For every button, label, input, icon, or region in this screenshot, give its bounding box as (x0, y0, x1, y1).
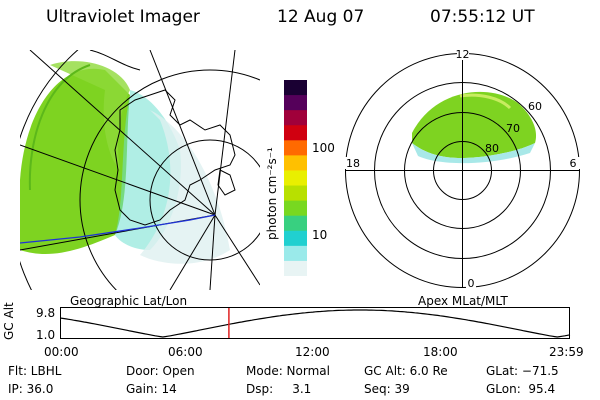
auroral-oval-bright (459, 93, 512, 110)
colorbar-stripe (284, 140, 307, 156)
polar-plot: 12 18 6 0 60 70 80 (344, 48, 580, 290)
timeline-xtick-1800: 18:00 (423, 345, 458, 359)
mlt-label-6: 6 (570, 157, 577, 170)
altitude-timeline (60, 307, 571, 339)
aurora-green-upper (50, 61, 130, 170)
colorbar-stripe (284, 230, 307, 247)
info-gain: Gain: 14 (126, 382, 177, 396)
info-gc-alt: GC Alt: 6.0 Re (364, 364, 448, 378)
coastline-island (217, 169, 236, 196)
timeline-xtick-1200: 12:00 (295, 345, 330, 359)
auroral-oval-cyan (412, 143, 535, 164)
mlt-label-12: 12 (456, 48, 470, 61)
timeline-ylabel: GC Alt (2, 302, 16, 340)
auroral-oval (412, 91, 537, 158)
timeline-xtick-0600: 06:00 (168, 345, 203, 359)
colorbar-unit: photon cm⁻²s⁻¹ (265, 147, 279, 240)
mlt-label-18: 18 (346, 157, 360, 170)
info-dsp: Dsp: 3.1 (246, 382, 312, 396)
colorbar-stripe (284, 125, 307, 141)
info-glon: GLon: 95.4 (486, 382, 556, 396)
mlat-label-80: 80 (485, 142, 499, 155)
timeline-ytick-bottom: 1.0 (36, 328, 56, 342)
colorbar-stripe (284, 260, 307, 277)
colorbar (284, 80, 307, 277)
instrument-title: Ultraviolet Imager (46, 7, 200, 27)
time-label: 07:55:12 UT (430, 7, 535, 27)
info-mode: Mode: Normal (246, 364, 330, 378)
colorbar-stripe (284, 95, 307, 111)
colorbar-stripe (284, 80, 307, 96)
colorbar-stripe (284, 245, 307, 262)
info-filter: Flt: LBHL (8, 364, 62, 378)
info-door: Door: Open (126, 364, 195, 378)
info-seq: Seq: 39 (364, 382, 410, 396)
lat-circle-mid (79, 69, 260, 290)
colorbar-stripe (284, 200, 307, 217)
coastline-north (89, 50, 141, 71)
info-glat: GLat: −71.5 (486, 364, 559, 378)
colorbar-stripe (284, 215, 307, 232)
mlat-label-70: 70 (506, 122, 520, 135)
timeline-frame (60, 307, 570, 339)
image-edge (28, 64, 91, 191)
colorbar-stripe (284, 110, 307, 126)
info-ip: IP: 36.0 (8, 382, 54, 396)
meridian-lines (20, 50, 260, 290)
colorbar-tick-100: 100 (312, 141, 335, 155)
timeline-xtick-0000: 00:00 (44, 345, 79, 359)
satellite-track (20, 214, 216, 244)
timeline-xtick-2359: 23:59 (549, 345, 584, 359)
date-label: 12 Aug 07 (277, 7, 365, 27)
colorbar-stripe (284, 185, 307, 202)
geographic-map (20, 50, 260, 290)
colorbar-gradient (284, 80, 307, 277)
lat-circle-inner (149, 139, 260, 261)
coastline (114, 89, 236, 226)
mlat-label-60: 60 (528, 100, 542, 113)
timeline-ytick-top: 9.8 (36, 306, 56, 320)
colorbar-stripe (284, 155, 307, 171)
colorbar-tick-10: 10 (312, 228, 328, 242)
right-panel-title: Apex MLat/MLT (418, 294, 508, 308)
aurora-faint-fringe (140, 110, 230, 264)
altitude-curve (60, 309, 571, 338)
colorbar-stripe (284, 170, 307, 187)
left-panel-title: Geographic Lat/Lon (70, 294, 188, 308)
mlt-label-0: 0 (468, 277, 475, 290)
